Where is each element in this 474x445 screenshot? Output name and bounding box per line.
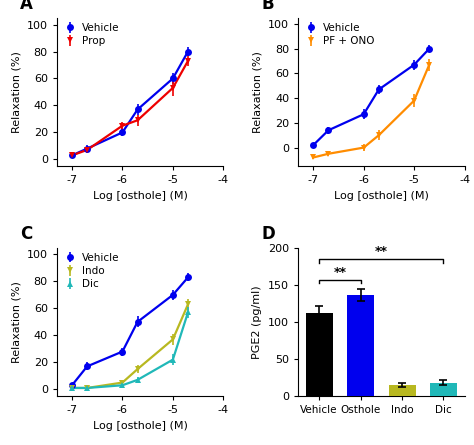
Text: D: D <box>262 225 275 243</box>
Bar <box>389 385 416 396</box>
Y-axis label: Relaxation (%): Relaxation (%) <box>11 281 21 363</box>
Legend: Vehicle, Indo, Dic: Vehicle, Indo, Dic <box>62 253 119 289</box>
Y-axis label: PGE2 (pg/ml): PGE2 (pg/ml) <box>253 285 263 359</box>
Text: B: B <box>262 0 274 13</box>
X-axis label: Log [osthole] (M): Log [osthole] (M) <box>92 421 188 431</box>
Legend: Vehicle, PF + ONO: Vehicle, PF + ONO <box>303 23 374 46</box>
Bar <box>306 313 333 396</box>
Y-axis label: Relaxation (%): Relaxation (%) <box>11 51 21 133</box>
Y-axis label: Relaxation (%): Relaxation (%) <box>253 51 263 133</box>
X-axis label: Log [osthole] (M): Log [osthole] (M) <box>92 191 188 201</box>
Bar <box>430 383 457 396</box>
Text: **: ** <box>375 245 388 258</box>
Text: C: C <box>20 225 33 243</box>
X-axis label: Log [osthole] (M): Log [osthole] (M) <box>334 191 429 201</box>
Text: **: ** <box>333 266 346 279</box>
Legend: Vehicle, Prop: Vehicle, Prop <box>62 23 119 46</box>
Bar <box>347 295 374 396</box>
Text: A: A <box>20 0 33 13</box>
